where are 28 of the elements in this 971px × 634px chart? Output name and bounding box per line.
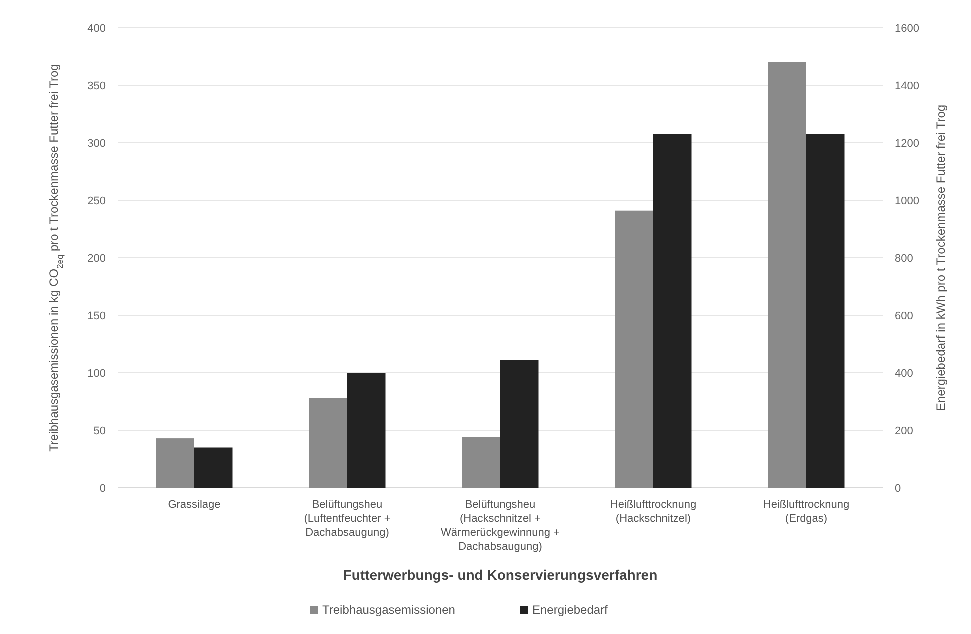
- y2-tick-label: 0: [895, 482, 902, 495]
- y2-tick-label: 1200: [895, 138, 920, 150]
- y-tick-label: 150: [88, 310, 106, 322]
- x-axis-title: Futterwerbungs- und Konservierungsverfahren: [343, 567, 658, 583]
- x-tick-label: Heißlufttrocknung (Erdgas): [763, 499, 850, 525]
- y-tick-label: 50: [94, 425, 106, 438]
- y-tick-label: 0: [100, 482, 106, 495]
- bar: [500, 360, 539, 488]
- y2-tick-label: 400: [895, 368, 914, 380]
- y2-tick-label: 1600: [895, 22, 920, 35]
- y-tick-label: 200: [88, 252, 106, 265]
- y2-axis-title: Energiebedarf in kWh pro t Trockenmasse Futter frei Trog: [934, 104, 948, 412]
- y2-tick-label: 800: [895, 252, 914, 265]
- y2-tick-label: 1400: [895, 80, 920, 92]
- y-tick-label: 250: [88, 195, 106, 208]
- y2-tick-label: 600: [895, 310, 914, 322]
- legend-label: Energiebedarf: [532, 603, 609, 617]
- x-tick-label: Heißlufttrocknung (Hackschnitzel): [610, 499, 697, 525]
- y2-tick-label: 200: [895, 425, 914, 438]
- x-tick-label: Grassilage: [168, 499, 221, 511]
- y-tick-label: 350: [88, 80, 106, 92]
- x-tick-label: Belüftungsheu (Hackschnitzel + Wärmerückgewinnung + Dachabsaugung): [441, 499, 560, 553]
- y2-tick-label: 1000: [895, 195, 920, 208]
- y-tick-label: 100: [88, 368, 106, 380]
- legend-label: Treibhausgasemissionen: [322, 603, 456, 617]
- y-tick-label: 300: [88, 138, 106, 150]
- x-tick-label: Belüftungsheu (Luftentfeuchter + Dachabsaugung): [304, 499, 391, 539]
- y-tick-label: 400: [88, 22, 106, 35]
